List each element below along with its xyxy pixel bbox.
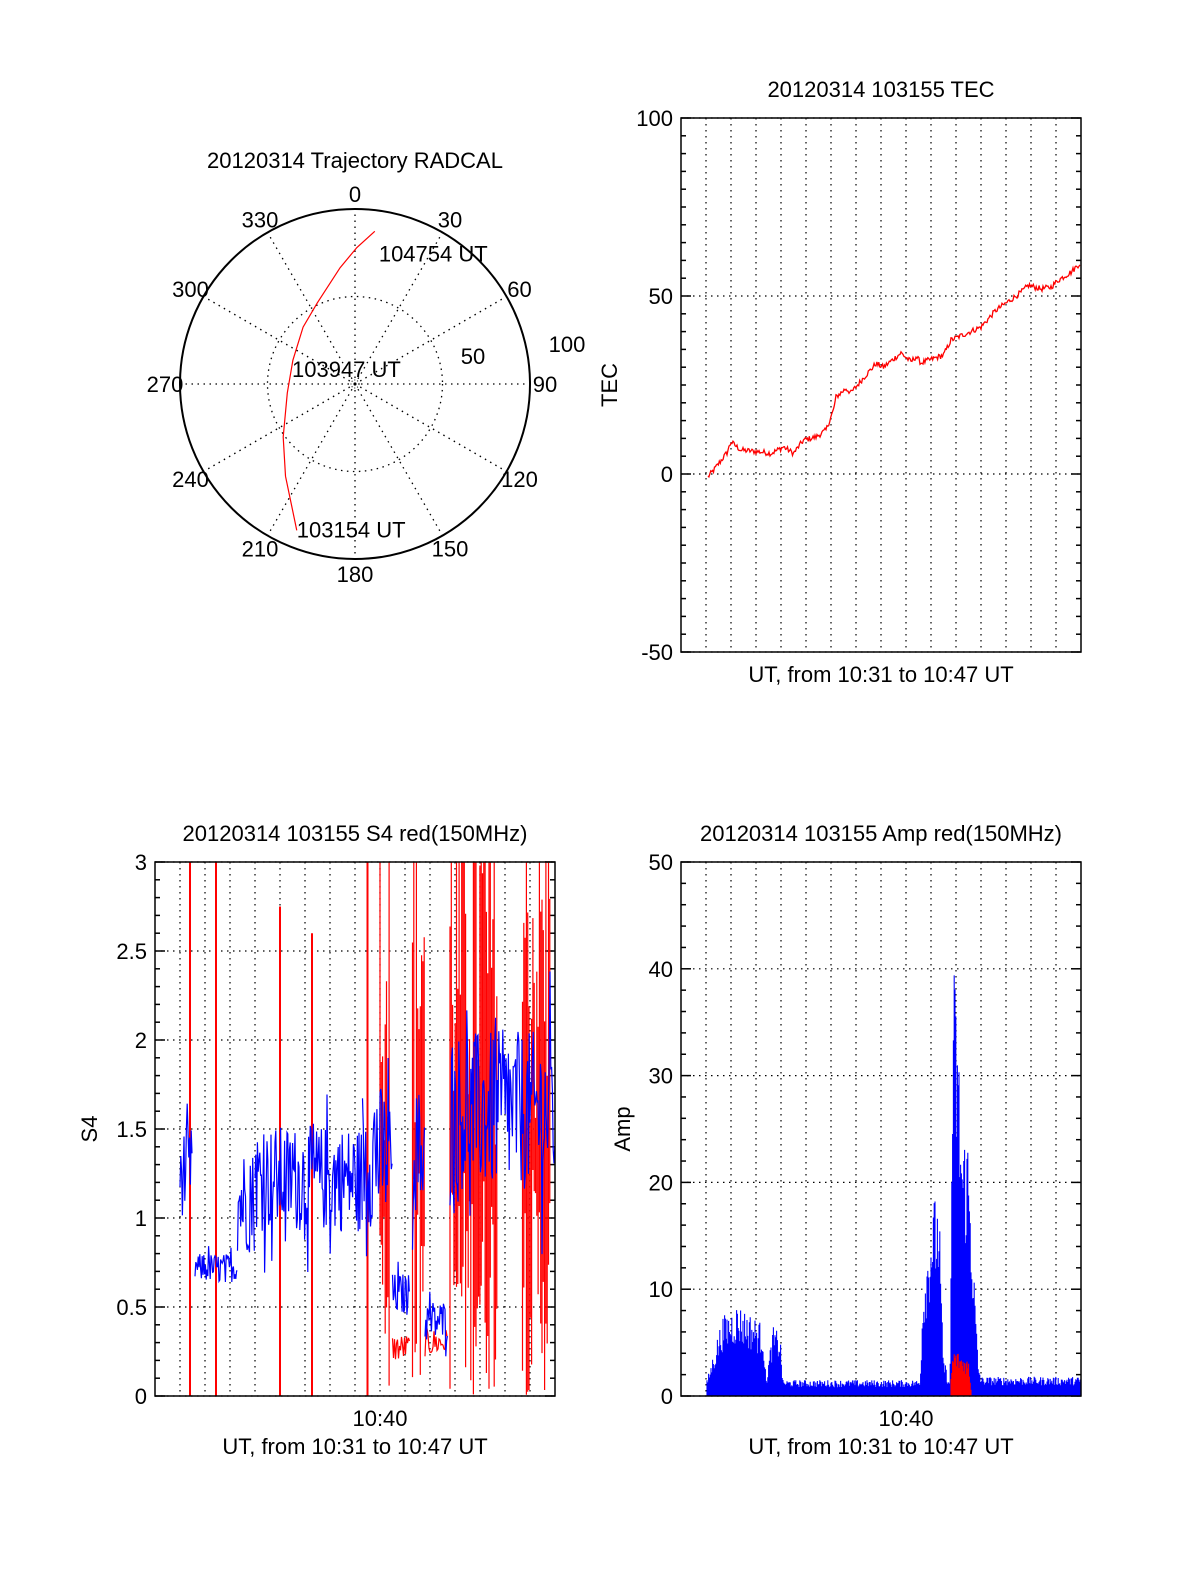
y-tick-label: 100 (636, 106, 673, 131)
y-tick-label: 0.5 (116, 1295, 147, 1320)
s4-red-low-segment (424, 1328, 448, 1357)
polar-angle-label: 30 (438, 207, 462, 232)
polar-ring-50 (266, 295, 444, 473)
polar-angle-label: 270 (147, 372, 184, 397)
y-tick-label: 10 (649, 1277, 673, 1302)
x-tick-label: 10:40 (878, 1406, 933, 1431)
tec-plot: 20120314 103155 TEC 100 50 0 -50 UT, from 10:… (597, 77, 1082, 687)
polar-angle-label: 180 (337, 562, 374, 587)
plot-title: 20120314 103155 TEC (767, 77, 994, 102)
s4-blue-segment (236, 1157, 255, 1253)
x-axis-label: UT, from 10:31 to 10:47 UT (748, 1434, 1013, 1459)
s4-plot: 20120314 103155 S4 red(150MHz)32.521.510… (77, 821, 556, 1459)
plot-title: 20120314 103155 S4 red(150MHz) (183, 821, 528, 846)
y-tick-label: 3 (135, 850, 147, 875)
y-tick-label: 30 (649, 1064, 673, 1089)
y-tick-label: 50 (649, 284, 673, 309)
s4-blue-segment (449, 971, 555, 1255)
y-tick-label: 2 (135, 1028, 147, 1053)
y-tick-label: 50 (649, 850, 673, 875)
trajectory-start-label: 103154 UT (297, 517, 406, 542)
s4-blue-series (179, 971, 555, 1357)
s4-blue-segment (179, 1103, 193, 1216)
trajectory-polar-plot: 20120314 Trajectory RADCAL 0 30 60 90 120 150 1… (147, 148, 586, 587)
s4-blue-segment (391, 1261, 410, 1315)
polar-angle-label: 120 (501, 467, 538, 492)
polar-angle-label: 330 (242, 207, 279, 232)
y-tick-label: 40 (649, 957, 673, 982)
y-tick-label: 2.5 (116, 939, 147, 964)
x-tick-label: 10:40 (352, 1406, 407, 1431)
polar-title: 20120314 Trajectory RADCAL (207, 148, 503, 173)
plot-title: 20120314 103155 Amp red(150MHz) (700, 821, 1062, 846)
y-axis-label: Amp (610, 1106, 635, 1151)
y-tick-label: 1.5 (116, 1117, 147, 1142)
polar-spoke (354, 383, 507, 473)
y-tick-label: 0 (661, 1384, 673, 1409)
trajectory-end-label: 104754 UT (379, 241, 488, 266)
s4-blue-segment (424, 1291, 448, 1357)
y-tick-label: -50 (641, 640, 673, 665)
polar-ring-label: 100 (549, 332, 586, 357)
polar-angle-label: 60 (507, 277, 531, 302)
tec-series-line (707, 264, 1081, 479)
y-tick-label: 0 (661, 462, 673, 487)
plot-frame (680, 117, 1082, 653)
s4-red-burst (411, 862, 425, 1378)
y-axis-label: TEC (597, 363, 622, 407)
plot-frame (154, 861, 556, 1397)
polar-angle-label: 240 (172, 467, 209, 492)
y-tick-label: 1 (135, 1206, 147, 1231)
polar-center-ring (350, 379, 360, 389)
polar-spoke (266, 383, 356, 536)
amp-blue-series (706, 975, 1082, 1396)
y-tick-label: 20 (649, 1170, 673, 1195)
s4-red-low-segment (391, 1336, 411, 1360)
amp-plot: 20120314 103155 Amp red(150MHz) 50 40 30 20 1… (610, 821, 1082, 1459)
polar-angle-label: 210 (242, 537, 279, 562)
polar-angle-label: 0 (349, 182, 361, 207)
y-axis-label: S4 (77, 1116, 102, 1143)
trajectory-middle-label: 103947 UT (292, 357, 401, 382)
x-axis-label: UT, from 10:31 to 10:47 UT (222, 1434, 487, 1459)
plot-frame (680, 861, 1082, 1397)
s4-blue-segment (254, 1094, 363, 1273)
s4-blue-segment (361, 1057, 393, 1257)
polar-angle-label: 90 (533, 372, 557, 397)
polar-ring-label: 50 (461, 344, 485, 369)
s4-blue-segment (194, 1246, 238, 1284)
trajectory-line (282, 230, 376, 531)
y-tick-label: 0 (135, 1384, 147, 1409)
polar-angle-label: 150 (432, 537, 469, 562)
amp-red-series (950, 1353, 972, 1396)
polar-angle-label: 300 (172, 277, 209, 302)
x-axis-label: UT, from 10:31 to 10:47 UT (748, 662, 1013, 687)
s4-blue-segment (411, 1094, 426, 1250)
